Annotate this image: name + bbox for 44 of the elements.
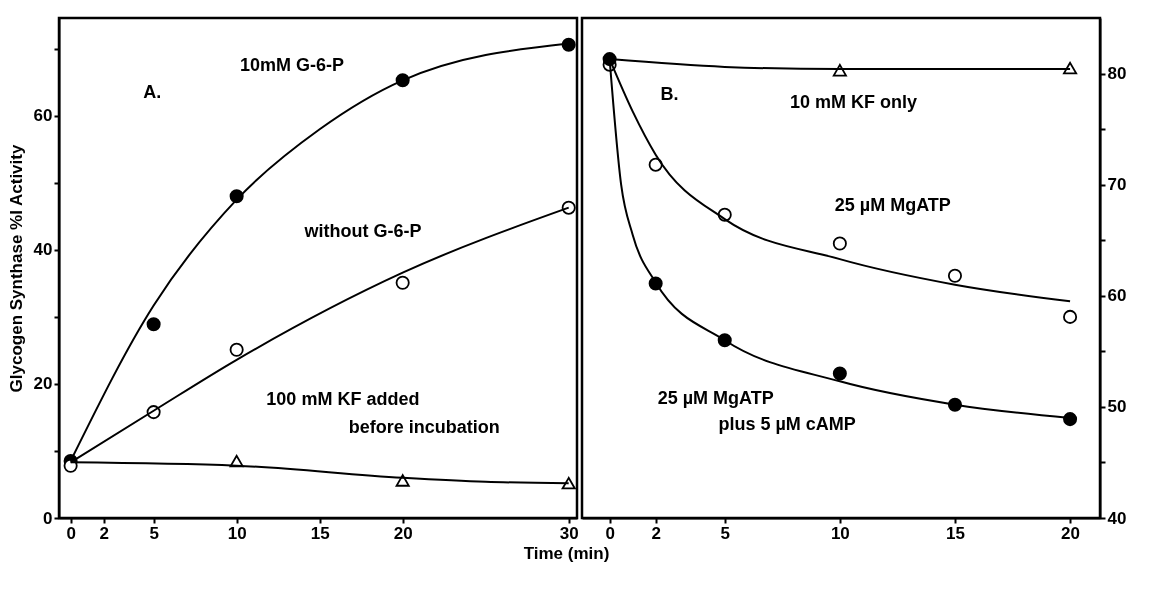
point — [1063, 309, 1078, 324]
y2-tick-label: 40 — [1107, 508, 1127, 528]
y-tick-label: 0 — [43, 508, 53, 528]
x-tick-label: 0 — [605, 523, 615, 543]
point — [561, 37, 576, 52]
x-tick-label: 2 — [651, 523, 661, 543]
y-tick-label: 20 — [33, 374, 53, 394]
y-axis-title: Glycogen Synthase %I Activity — [6, 144, 26, 393]
annotation: without G-6-P — [303, 221, 422, 241]
x-tick-label: 2 — [99, 523, 110, 543]
y-tick-label: 40 — [33, 240, 53, 260]
annotation: 25 µM MgATP — [657, 388, 774, 408]
x-tick-label: 10 — [227, 523, 247, 543]
annotation: A. — [143, 82, 162, 102]
point — [947, 268, 962, 283]
annotation: 10mM G-6-P — [240, 54, 345, 75]
x-tick-label: 5 — [149, 523, 159, 543]
annotation: 100 mM KF added — [266, 389, 420, 409]
annotation: 10 mM KF only — [789, 91, 917, 112]
x-tick-label: 15 — [310, 523, 330, 543]
y2-tick-label: 80 — [1107, 64, 1127, 84]
point — [1063, 412, 1078, 427]
point — [832, 366, 847, 381]
y2-tick-label: 50 — [1107, 397, 1127, 417]
x-tick-label: 5 — [720, 523, 730, 543]
y-tick-label: 60 — [33, 106, 53, 126]
point — [561, 476, 576, 490]
point — [395, 275, 410, 290]
x-axis-title: Time (min) — [523, 544, 610, 564]
point — [229, 342, 244, 357]
x-tick-label: 0 — [66, 523, 76, 543]
x-tick-label: 10 — [830, 523, 850, 543]
annotation: before incubation — [348, 416, 500, 437]
point — [146, 317, 161, 332]
x-tick-label: 15 — [946, 523, 965, 543]
x-tick-label: 30 — [559, 523, 579, 543]
annotation: B. — [660, 83, 679, 104]
point — [832, 236, 847, 251]
y2-tick-label: 70 — [1107, 175, 1127, 195]
annotation: 25 µM MgATP — [834, 195, 951, 215]
y2-tick-label: 60 — [1107, 286, 1127, 306]
x-tick-label: 20 — [393, 523, 413, 543]
annotation: plus 5 µM cAMP — [718, 413, 856, 434]
x-tick-label: 20 — [1061, 523, 1081, 543]
